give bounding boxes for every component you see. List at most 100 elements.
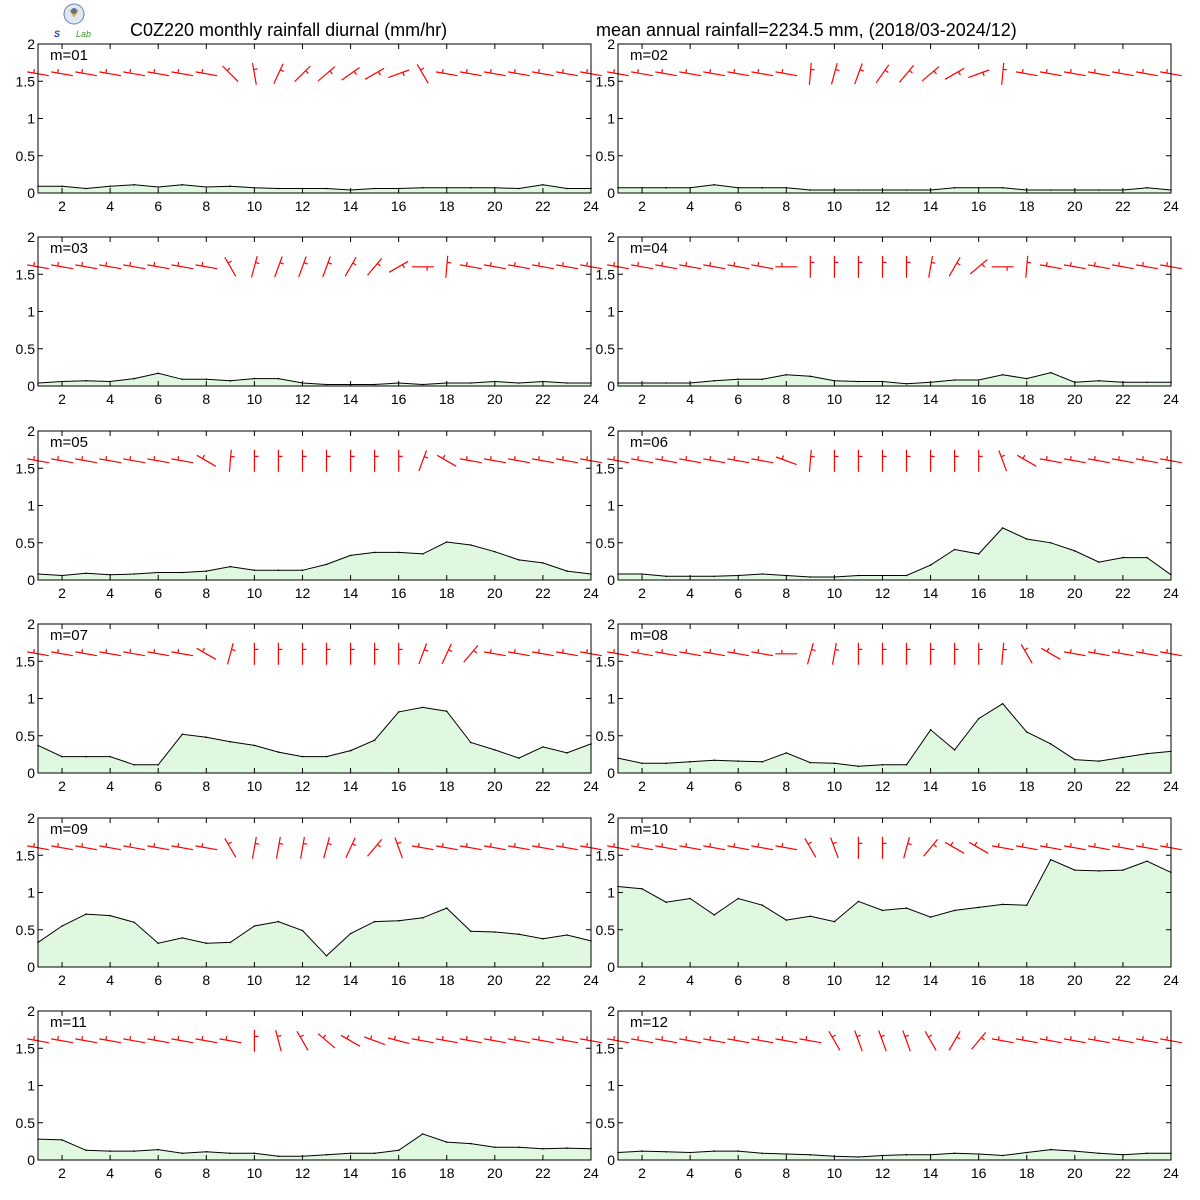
wind-barb [418,643,429,665]
x-tick-label: 6 [734,1165,742,1181]
data-point [181,937,184,939]
data-point [761,761,764,763]
x-tick-label: 22 [1115,1165,1131,1181]
x-tick-label: 24 [583,972,599,988]
rain-line [37,372,591,386]
wind-barb [171,1035,194,1044]
data-point [1025,538,1028,540]
month-label: m=05 [50,434,88,451]
wind-barb [418,450,429,472]
wind-barb [1111,1035,1134,1044]
data-point [953,909,956,912]
x-tick-label: 12 [295,972,311,988]
svg-text:S: S [54,29,60,39]
x-tick-label: 14 [923,391,939,407]
chart-subtitle: mean annual rainfall=2234.5 mm, (2018/03… [596,20,1017,40]
wind-barb [727,1035,750,1044]
y-tick-label: 0 [27,378,35,394]
x-tick-label: 6 [154,198,162,214]
wind-barb [507,1035,530,1044]
data-point [905,383,908,385]
wind-barb [224,837,237,858]
x-tick-label: 22 [535,972,551,988]
data-point [689,897,691,900]
data-point [157,186,159,188]
wind-barb [775,455,797,466]
wind-barb [857,449,863,472]
wind-barb [1016,454,1037,467]
data-point [373,187,376,190]
wind-barb [751,1035,774,1044]
data-point [977,1153,980,1155]
wind-barb [411,842,434,851]
wind-barb [226,643,236,665]
data-point [809,915,812,918]
wind-barb [1001,62,1008,85]
wind-barb [1063,455,1086,464]
x-tick-label: 18 [439,585,455,601]
wind-barb [1087,68,1110,77]
wind-barb [703,68,726,77]
data-point [301,929,304,932]
rain-line [617,703,1172,767]
data-point [1001,903,1004,906]
data-point [809,189,812,191]
wind-barb [123,261,146,270]
wind-barb [727,68,750,77]
data-point [229,941,232,944]
wind-barb [507,261,530,270]
wind-barb [968,841,989,854]
data-point [785,374,788,376]
x-tick-label: 22 [535,585,551,601]
data-point [181,733,184,736]
x-tick-label: 4 [106,778,114,794]
data-point [349,1152,352,1155]
chart-title: C0Z220 monthly rainfall diurnal (mm/hr) [130,20,448,40]
wind-barb [75,262,98,270]
x-tick-label: 6 [734,391,742,407]
rain-line [37,907,592,957]
data-point [713,759,715,762]
wind-barb [953,642,959,665]
y-tick-label: 1 [27,304,35,320]
data-point [373,551,376,554]
wind-barb [1039,261,1062,270]
x-tick-label: 20 [1067,972,1083,988]
data-point [205,570,208,572]
rain-area [38,707,591,773]
wind-barb [555,261,578,270]
x-tick-label: 10 [827,198,843,214]
data-point [85,755,87,758]
data-point [665,762,667,765]
wind-barb [483,842,506,851]
data-point [421,187,424,189]
data-point [494,1146,496,1149]
x-tick-label: 2 [58,972,66,988]
x-tick-label: 14 [923,972,939,988]
wind-barb [123,648,146,657]
wind-barb [1040,647,1061,660]
wind-barb [655,456,678,464]
x-tick-label: 20 [487,585,503,601]
data-point [325,187,328,190]
x-tick-label: 22 [1115,391,1131,407]
wind-barb [51,68,74,77]
wind-barb [147,455,170,464]
wind-barb [751,842,774,851]
wind-barb [751,68,774,77]
wind-barb [75,649,98,657]
y-tick-label: 0 [607,959,615,975]
data-point [109,1150,111,1152]
data-point [205,186,208,188]
x-tick-label: 16 [971,778,987,794]
data-point [713,184,715,186]
y-tick-label: 1.5 [596,266,616,282]
wind-barb [171,648,194,657]
data-point [229,185,232,188]
data-point [953,379,956,381]
data-point [470,930,472,932]
wind-barb [899,65,915,83]
x-tick-label: 4 [686,1165,694,1181]
